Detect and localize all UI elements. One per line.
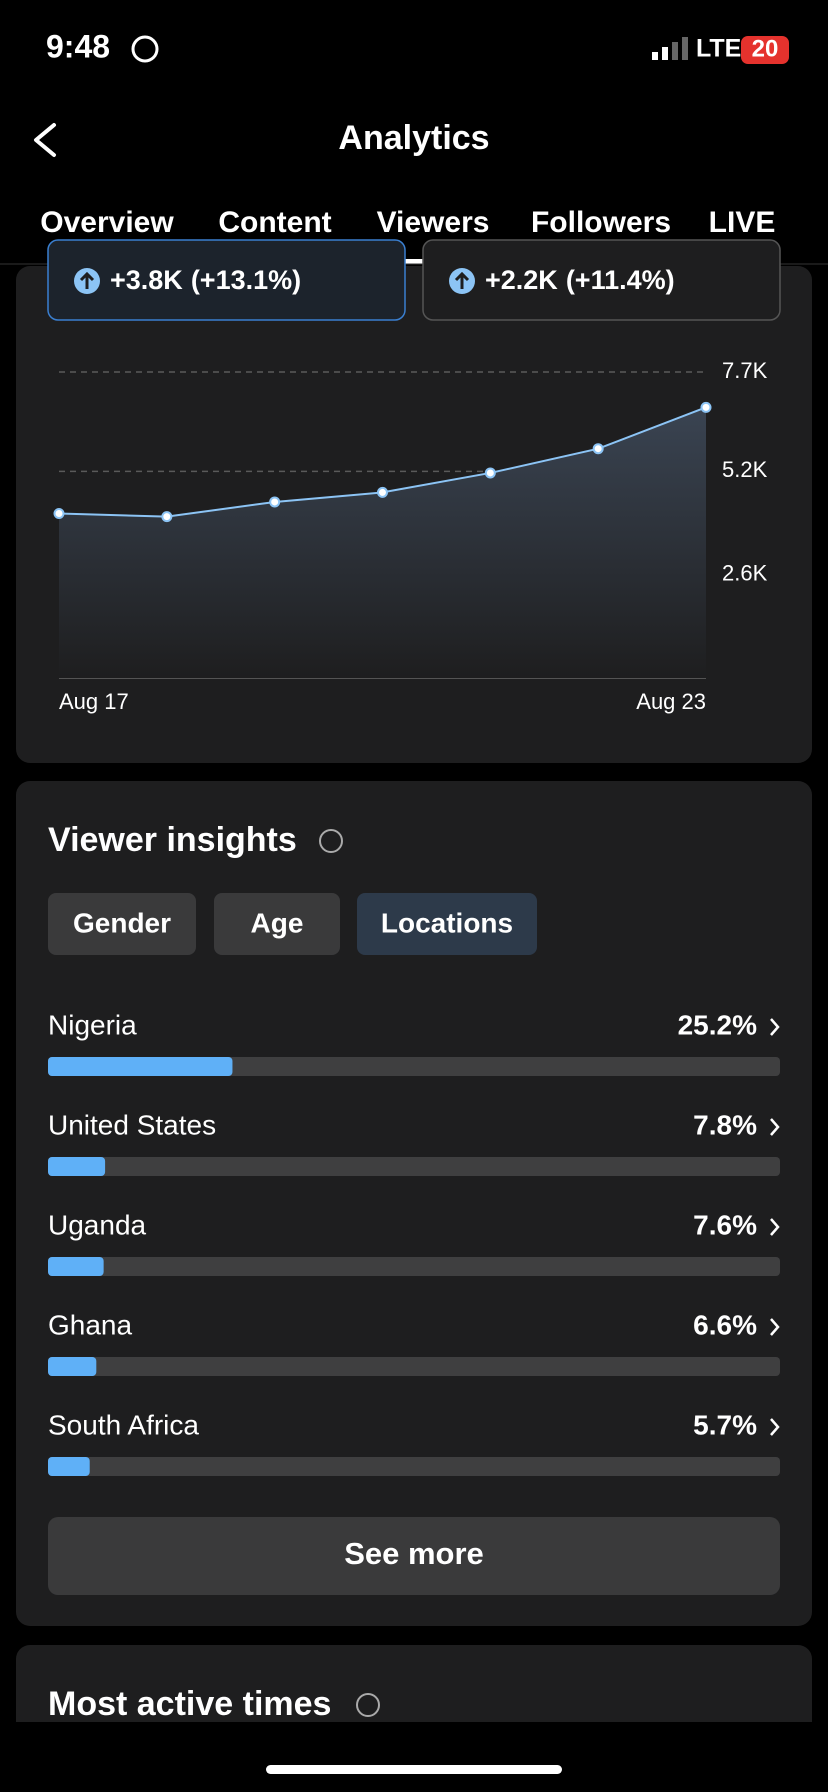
tab[interactable]: Followers — [531, 206, 671, 239]
up-arrow — [79, 271, 95, 289]
active-times-title: Most active times — [48, 1685, 331, 1723]
location-percent: 7.8% — [693, 1109, 757, 1140]
see-more-label: See more — [344, 1536, 484, 1571]
data-point — [700, 401, 712, 413]
insights-title: Viewer insights — [48, 821, 297, 859]
data-point — [269, 496, 281, 508]
battery-icon — [741, 36, 789, 64]
data-point — [377, 486, 388, 498]
y-tick-label: 7.7K — [722, 358, 768, 383]
tab[interactable]: Overview — [40, 206, 174, 239]
data-point — [53, 507, 65, 519]
back-button[interactable] — [34, 123, 56, 157]
stat-cards: +3.8K (+13.1%) +2.2K (+11.4%) — [47, 239, 781, 321]
stat-percent: (+11.4%) — [566, 265, 675, 295]
globe-icon — [131, 35, 159, 63]
y-tick-label: 5.2K — [722, 457, 768, 482]
tab[interactable]: LIVE — [709, 206, 776, 239]
location-name: Uganda — [48, 1209, 147, 1240]
stat-percent: (+13.1%) — [191, 265, 301, 295]
bar — [48, 1057, 233, 1076]
chevron[interactable] — [770, 1218, 780, 1236]
location-percent: 7.6% — [693, 1209, 757, 1240]
bar — [48, 1457, 90, 1476]
stat-change: +3.8K — [110, 265, 183, 295]
location-percent: 5.7% — [693, 1409, 757, 1440]
home-indicator — [266, 1765, 562, 1774]
bar — [48, 1257, 104, 1276]
location-name: South Africa — [48, 1409, 199, 1440]
filter-label: Age — [251, 907, 304, 938]
up-arrow — [454, 271, 470, 289]
bar-track — [48, 1457, 780, 1476]
chevron[interactable] — [770, 1318, 780, 1336]
filter-button[interactable] — [357, 893, 537, 955]
locations-list: Nigeria 25.2% United States 7.8% Uganda 7.6% G… — [48, 1009, 780, 1476]
bar-track — [48, 1357, 780, 1376]
signal-icon — [652, 37, 688, 60]
location-percent: 25.2% — [678, 1009, 757, 1040]
stat-card[interactable] — [422, 239, 781, 321]
y-tick-label: 2.6K — [722, 560, 768, 585]
filter-button[interactable] — [48, 893, 196, 955]
battery-level: 20 — [752, 35, 779, 62]
location-name: United States — [48, 1109, 216, 1140]
insights-card — [16, 781, 812, 1626]
data-point — [161, 511, 173, 523]
area — [59, 407, 706, 678]
status-time: 9:48 — [46, 28, 110, 64]
see-more-button[interactable] — [48, 1517, 780, 1595]
data-point — [484, 467, 496, 479]
filter-label: Locations — [381, 907, 513, 938]
chevron[interactable] — [770, 1418, 780, 1436]
chevron[interactable] — [770, 1118, 780, 1136]
tab[interactable]: Viewers — [377, 206, 490, 239]
info-icon[interactable] — [319, 829, 343, 853]
location-name: Ghana — [48, 1309, 132, 1340]
bar-track — [48, 1257, 780, 1276]
location-percent: 6.6% — [693, 1309, 757, 1340]
bottom-bar — [0, 1722, 828, 1792]
network-label: LTE — [696, 35, 741, 63]
bar — [48, 1357, 97, 1376]
tab[interactable]: Content — [218, 206, 331, 239]
bar — [48, 1157, 106, 1176]
filter-buttons: Gender Age Locations — [48, 893, 537, 955]
filter-button[interactable] — [214, 893, 340, 955]
stat-change: +2.2K — [485, 265, 558, 295]
stat-card[interactable] — [47, 239, 406, 321]
line-chart: 2.6K 5.2K 7.7K Aug 17 Aug 23 — [53, 358, 768, 714]
info-icon[interactable] — [356, 1693, 380, 1717]
chevron[interactable] — [770, 1018, 780, 1036]
header-title: Analytics — [338, 119, 489, 157]
x-tick-label: Aug 17 — [59, 689, 129, 714]
x-tick-label: Aug 23 — [636, 689, 706, 714]
bar-track — [48, 1157, 780, 1176]
location-name: Nigeria — [48, 1009, 137, 1040]
data-point — [592, 443, 604, 455]
filter-label: Gender — [73, 907, 171, 938]
